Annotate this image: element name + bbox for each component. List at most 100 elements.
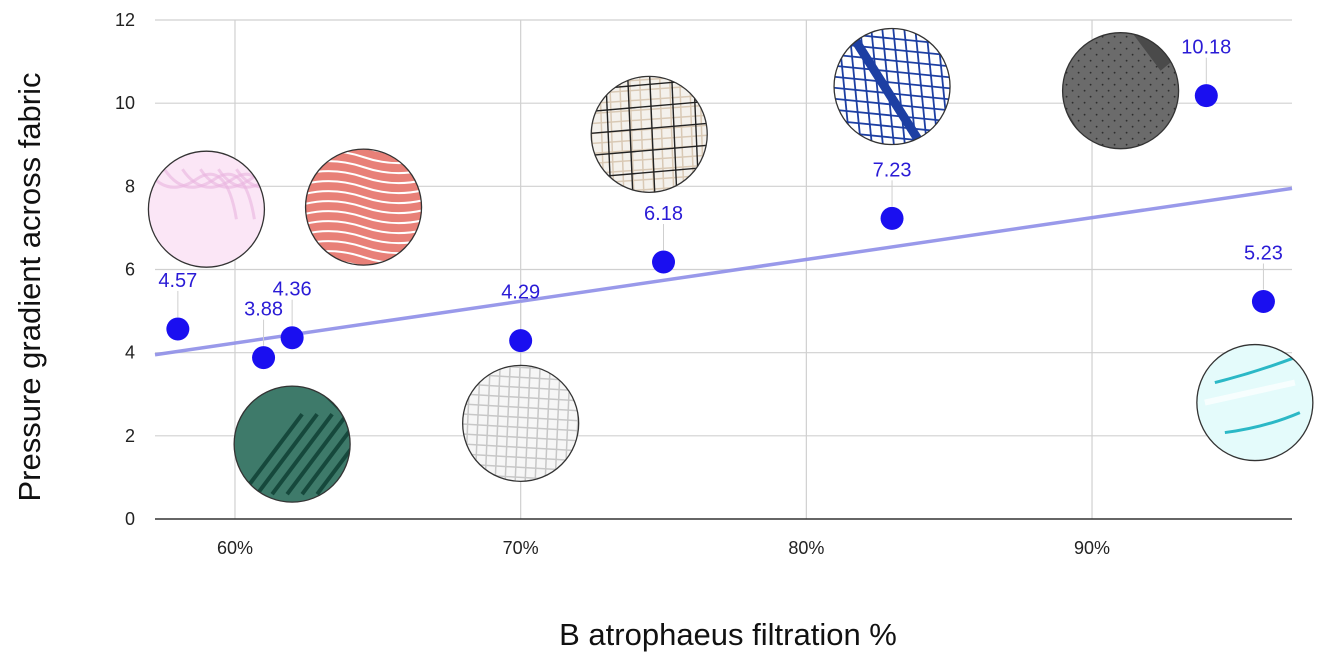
- pattern-stroke: [462, 442, 579, 453]
- y-tick-label: 2: [125, 426, 135, 446]
- pattern-dot: [1065, 131, 1068, 134]
- teal-feather-fabric-swatch: [233, 385, 351, 503]
- pattern-dot: [1131, 137, 1134, 140]
- pattern-dot: [1065, 47, 1068, 50]
- pattern-stroke: [235, 168, 265, 220]
- pattern-dot: [1180, 138, 1182, 140]
- pattern-dot: [1083, 41, 1086, 44]
- pattern-stroke: [958, 17, 972, 157]
- pattern-dot: [1060, 42, 1062, 44]
- pattern-dot: [1107, 125, 1110, 128]
- x-tick-label: 60%: [217, 538, 253, 558]
- data-label: 4.57: [158, 270, 197, 292]
- pattern-dot: [1083, 125, 1086, 128]
- pattern-stroke: [217, 168, 265, 220]
- pattern-dot: [1125, 95, 1128, 98]
- y-tick-labels: 0 2 4 6 8 10 12: [115, 10, 135, 529]
- pattern-dot: [1113, 59, 1116, 62]
- pattern-dot: [1131, 101, 1134, 104]
- pattern-dot: [1107, 53, 1110, 56]
- pattern-dot: [1065, 59, 1068, 62]
- pattern-dot: [1089, 35, 1092, 38]
- y-tick-label: 0: [125, 509, 135, 529]
- pattern-dot: [1131, 53, 1134, 56]
- pattern-dot: [1180, 30, 1182, 32]
- pattern-dot: [1155, 41, 1158, 44]
- pattern-dot: [1168, 150, 1170, 152]
- pattern-dot: [1149, 83, 1152, 86]
- trendline-line: [154, 186, 1293, 357]
- pattern-dot: [1156, 30, 1158, 32]
- pattern-dot: [1143, 101, 1146, 104]
- data-label: 5.23: [1244, 243, 1283, 265]
- pattern-stroke: [658, 76, 665, 193]
- pattern-dot: [1065, 143, 1068, 146]
- pattern-dot: [1113, 131, 1116, 134]
- pattern-stroke: [503, 365, 512, 482]
- pattern-dot: [1095, 41, 1098, 44]
- pattern-dot: [1113, 71, 1116, 74]
- pattern-dot: [1125, 71, 1128, 74]
- pattern-stroke: [834, 52, 951, 69]
- pattern-dot: [1071, 125, 1074, 128]
- pattern-dot: [1060, 126, 1062, 128]
- pattern-dot: [1143, 89, 1146, 92]
- pattern-stroke: [305, 200, 422, 215]
- pattern-dot: [1071, 53, 1074, 56]
- pattern-stroke: [579, 64, 719, 74]
- aqua-stroke-fabric-outline: [1196, 343, 1314, 462]
- pattern-dot: [1143, 77, 1146, 80]
- pattern-dot: [1143, 65, 1146, 68]
- pattern-dot: [1137, 143, 1140, 146]
- data-point: [880, 206, 904, 230]
- pattern-dot: [1083, 77, 1086, 80]
- pattern-dot: [1131, 41, 1134, 44]
- pattern-dot: [1155, 125, 1158, 128]
- pattern-dot: [1149, 59, 1152, 62]
- pattern-dot: [1131, 125, 1134, 128]
- pattern-dot: [1095, 53, 1098, 56]
- pattern-dot: [1173, 107, 1176, 110]
- pattern-dot: [1089, 83, 1092, 86]
- pattern-dot: [1149, 119, 1152, 122]
- pattern-dot: [1167, 41, 1170, 44]
- pattern-stroke: [305, 180, 422, 195]
- data-points: [166, 84, 1275, 370]
- pattern-dot: [1119, 53, 1122, 56]
- pattern-stroke: [638, 76, 645, 193]
- cream-plaid-fabric-pattern: [579, 64, 719, 193]
- pattern-dot: [1107, 89, 1110, 92]
- y-axis-label: Pressure gradient across fabric: [12, 72, 47, 501]
- pattern-dot: [1060, 78, 1062, 80]
- pattern-dot: [1107, 113, 1110, 116]
- data-label: 4.29: [501, 282, 540, 304]
- pattern-dot: [1173, 35, 1176, 38]
- pattern-stroke: [462, 392, 579, 403]
- pattern-dot: [1089, 59, 1092, 62]
- pattern-stroke: [543, 365, 552, 482]
- gray-dotted-fabric-pattern: [1060, 30, 1182, 152]
- pattern-dot: [1167, 77, 1170, 80]
- pattern-dot: [1095, 65, 1098, 68]
- pattern-dot: [1113, 83, 1116, 86]
- pattern-dot: [1084, 30, 1086, 32]
- gray-dotted-fabric-swatch: [1060, 30, 1182, 152]
- x-tick-label: 90%: [1074, 538, 1110, 558]
- pattern-dot: [1161, 83, 1164, 86]
- blue-grid-fabric-outline: [833, 27, 951, 146]
- pattern-dot: [1071, 65, 1074, 68]
- pattern-dot: [1120, 30, 1122, 32]
- pattern-dot: [1125, 83, 1128, 86]
- pink-swirl-fabric-swatch: [147, 150, 266, 268]
- y-tick-label: 8: [125, 176, 135, 196]
- pattern-dot: [1137, 95, 1140, 98]
- pattern-dot: [1119, 65, 1122, 68]
- pattern-dot: [1089, 71, 1092, 74]
- pattern-dot: [1107, 77, 1110, 80]
- red-patterned-fabric-outline: [304, 148, 423, 266]
- pattern-dot: [1108, 30, 1110, 32]
- pattern-dot: [1101, 119, 1104, 122]
- pattern-stroke: [891, 28, 907, 145]
- pattern-dot: [1060, 138, 1062, 140]
